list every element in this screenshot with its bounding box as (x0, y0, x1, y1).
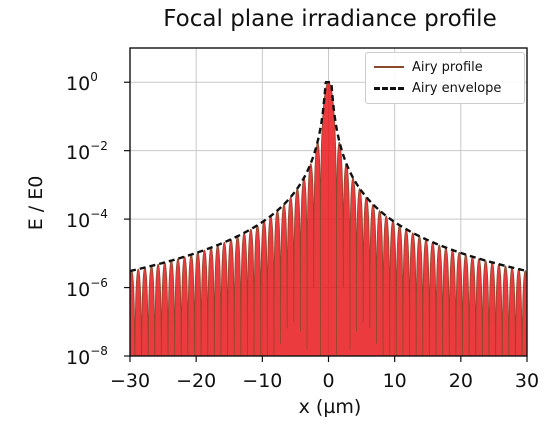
legend-swatch-solid (374, 66, 404, 68)
x-axis-label: x (µm) (298, 396, 362, 418)
x-tick-label: 0 (322, 370, 335, 392)
x-tick-label: 20 (448, 370, 473, 392)
legend-swatch-dashed (374, 86, 404, 90)
airy-profile-fill (130, 82, 527, 356)
x-tick-label: 30 (514, 370, 540, 392)
y-tick-label: 10−4 (66, 207, 108, 233)
x-tick-label: −30 (109, 370, 151, 392)
y-tick-label: 10−2 (66, 138, 108, 164)
y-tick-label: 10−6 (66, 275, 108, 301)
y-tick-label: 100 (66, 70, 98, 96)
legend-entry-airy-profile: Airy profile (374, 57, 483, 77)
x-tick-label: −10 (242, 370, 283, 392)
legend: Airy profile Airy envelope (365, 52, 525, 104)
x-tick-label: 10 (382, 370, 407, 392)
airy-envelope-line (130, 81, 527, 273)
x-tick-label: −20 (176, 370, 217, 392)
legend-label-airy-profile: Airy profile (412, 59, 483, 75)
legend-label-airy-envelope: Airy envelope (412, 80, 502, 96)
y-tick-label: 10−8 (66, 344, 108, 369)
plot-area (130, 81, 527, 356)
y-axis-label: E / E0 (25, 175, 47, 231)
legend-entry-airy-envelope: Airy envelope (374, 78, 501, 98)
chart-title: Focal plane irradiance profile (163, 6, 497, 32)
